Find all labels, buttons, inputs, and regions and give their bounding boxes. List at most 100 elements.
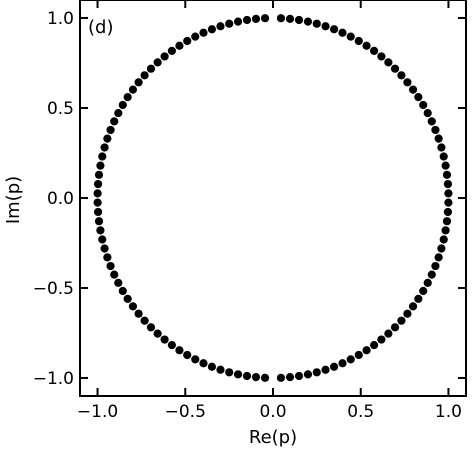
data-point <box>439 152 448 161</box>
data-point <box>285 14 295 23</box>
data-point <box>128 85 138 94</box>
data-point <box>414 294 423 303</box>
data-point <box>408 85 418 94</box>
data-point <box>390 64 400 73</box>
data-point <box>408 302 418 311</box>
data-point <box>123 294 132 303</box>
data-point <box>338 359 347 368</box>
data-point <box>329 362 339 371</box>
data-point <box>183 350 192 360</box>
data-point <box>370 46 379 56</box>
x-tick-label: −0.5 <box>165 402 206 422</box>
data-point <box>441 161 450 170</box>
data-point <box>377 52 386 61</box>
data-point <box>439 235 448 244</box>
data-point <box>414 93 423 102</box>
y-tick-label: 1.0 <box>47 9 74 29</box>
y-tick-label: −0.5 <box>33 279 74 299</box>
data-point <box>233 17 243 26</box>
data-point <box>437 244 446 253</box>
data-point <box>175 346 184 355</box>
data-point <box>441 226 450 235</box>
data-point <box>419 286 428 296</box>
data-point <box>93 189 102 198</box>
data-point <box>242 15 252 25</box>
data-point <box>96 161 105 170</box>
data-point <box>110 270 119 279</box>
data-point <box>134 309 143 318</box>
data-point <box>276 14 286 23</box>
data-point <box>423 108 432 118</box>
data-point <box>225 19 234 28</box>
data-point <box>397 71 406 80</box>
data-point <box>167 46 176 56</box>
data-point <box>321 365 330 374</box>
x-tick-label: 0.0 <box>259 402 286 422</box>
x-axis-ticks: −1.0 −0.5 0.0 0.5 1.0 <box>77 0 462 422</box>
data-point <box>427 117 436 126</box>
y-tick-label: 0.5 <box>47 99 74 119</box>
y-axis-ticks: −1.0 −0.5 0.0 0.5 1.0 <box>33 9 466 389</box>
y-tick-label: −1.0 <box>33 369 74 389</box>
data-point <box>346 355 355 364</box>
data-point <box>100 143 109 152</box>
data-point <box>294 15 304 25</box>
data-point <box>338 28 347 37</box>
data-point <box>260 14 270 23</box>
data-point <box>442 170 452 179</box>
data-point <box>98 152 107 161</box>
data-point <box>362 346 371 355</box>
data-point <box>354 36 363 46</box>
data-point <box>191 32 200 41</box>
data-point <box>443 207 453 217</box>
data-point <box>377 335 386 344</box>
data-point <box>444 198 453 207</box>
data-point <box>403 78 412 87</box>
data-point <box>114 108 123 118</box>
data-point <box>303 17 313 26</box>
data-point <box>431 261 440 271</box>
data-point <box>354 350 363 360</box>
data-point <box>114 278 123 288</box>
data-point <box>251 14 261 23</box>
x-tick-label: −1.0 <box>77 402 118 422</box>
data-point <box>199 28 208 37</box>
data-point <box>312 368 321 377</box>
data-point <box>100 244 109 253</box>
data-point <box>207 362 217 371</box>
data-point <box>140 316 149 325</box>
data-point <box>134 78 143 87</box>
data-point <box>442 217 452 226</box>
y-tick-label: 0.0 <box>47 189 74 209</box>
data-point <box>427 270 436 279</box>
data-point <box>123 93 132 102</box>
data-point <box>370 341 379 350</box>
data-point <box>98 235 107 244</box>
data-point <box>225 368 234 377</box>
data-point <box>242 371 252 381</box>
data-point <box>153 58 162 67</box>
data-point <box>103 134 112 143</box>
x-tick-label: 1.0 <box>435 402 462 422</box>
data-point <box>294 371 304 381</box>
data-point <box>260 373 270 382</box>
data-point <box>93 198 102 207</box>
data-point <box>160 52 169 61</box>
data-point <box>118 100 127 110</box>
y-axis-title: Im(p) <box>3 176 24 224</box>
data-point <box>183 36 192 46</box>
data-point <box>146 323 156 332</box>
data-point <box>118 286 127 296</box>
data-point <box>431 125 440 135</box>
data-point <box>312 19 321 28</box>
data-point <box>93 207 103 217</box>
data-point <box>167 341 176 350</box>
data-point <box>93 179 103 189</box>
plot-frame <box>79 0 467 397</box>
x-tick-label: 0.5 <box>347 402 374 422</box>
data-point <box>106 125 115 135</box>
data-point <box>251 373 261 382</box>
data-point <box>140 71 149 80</box>
